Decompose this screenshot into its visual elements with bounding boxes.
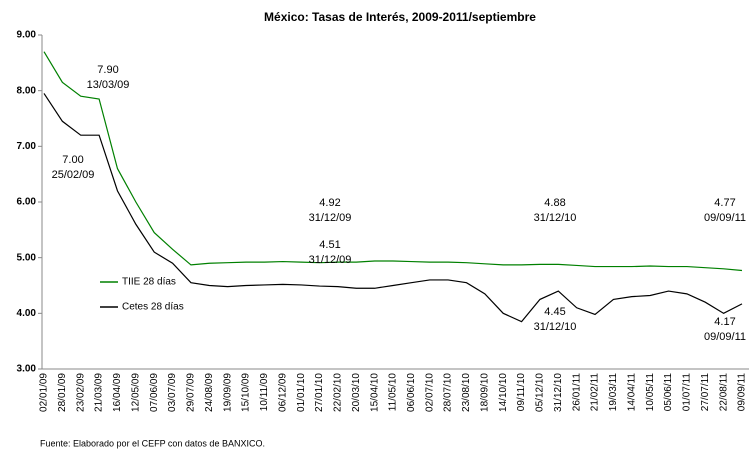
x-tick-label: 14/04/11 [626,373,637,412]
legend-label: TIIE 28 días [122,277,176,288]
x-tick-label: 09/11/10 [516,373,527,412]
y-tick-label: 4.00 [17,308,37,319]
x-tick-label: 19/09/09 [222,373,233,412]
x-tick-label: 21/02/11 [590,373,601,412]
x-tick-label: 15/10/09 [241,373,252,412]
x-tick-label: 26/01/11 [571,373,582,412]
y-tick-label: 6.00 [17,197,37,208]
x-tick-label: 22/02/10 [333,373,344,412]
x-tick-label: 28/07/10 [443,373,454,412]
x-tick-label: 27/07/11 [700,373,711,412]
x-tick-label: 16/04/09 [112,373,123,412]
x-tick-label: 20/03/10 [351,373,362,412]
x-tick-label: 05/12/10 [535,373,546,412]
x-tick-label: 22/08/11 [718,373,729,412]
annotation: 31/12/10 [534,321,577,333]
y-tick-label: 7.00 [17,141,37,152]
y-tick-label: 9.00 [17,30,37,41]
x-tick-label: 23/08/10 [461,373,472,412]
annotation: 13/03/09 [87,79,130,91]
annotation: 7.90 [97,64,118,76]
annotation: 25/02/09 [52,169,95,181]
series-line [43,51,743,272]
x-tick-label: 12/05/09 [130,373,141,412]
annotation: 4.92 [319,197,340,209]
x-tick-label: 10/11/09 [259,373,270,412]
x-tick-label: 10/05/11 [645,373,656,412]
annotation: 4.51 [319,239,340,251]
x-tick-label: 21/03/09 [94,373,105,412]
x-tick-label: 02/07/10 [424,373,435,412]
annotation: 31/12/10 [534,212,577,224]
x-tick-label: 11/05/10 [388,373,399,412]
x-tick-label: 23/02/09 [75,373,86,412]
annotation: 31/12/09 [309,212,352,224]
annotation: 4.77 [714,197,735,209]
y-tick-label: 3.00 [17,364,37,375]
series-line [43,93,743,323]
x-tick-label: 28/01/09 [57,373,68,412]
x-tick-label: 31/12/10 [553,373,564,412]
annotation: 4.88 [544,197,565,209]
x-tick-label: 05/06/11 [663,373,674,412]
annotation: 09/09/11 [704,331,746,343]
y-tick-label: 5.00 [17,252,37,263]
x-tick-label: 06/06/10 [406,373,417,412]
x-tick-label: 27/01/10 [314,373,325,412]
y-tick-label: 8.00 [17,85,37,96]
annotation: 4.45 [544,306,565,318]
annotation: 31/12/09 [309,254,352,266]
legend-label: Cetes 28 días [122,302,184,313]
x-tick-label: 19/03/11 [608,373,619,412]
x-tick-label: 29/07/09 [186,373,197,412]
x-tick-label: 02/01/09 [39,373,50,412]
x-tick-label: 06/12/09 [277,373,288,412]
annotation: 7.00 [62,154,83,166]
chart-title: México: Tasas de Interés, 2009-2011/sept… [264,10,536,24]
x-tick-label: 18/09/10 [479,373,490,412]
x-tick-label: 01/07/11 [682,373,693,412]
annotation: 09/09/11 [704,212,746,224]
x-tick-label: 03/07/09 [167,373,178,412]
x-tick-label: 15/04/10 [369,373,380,412]
x-tick-label: 07/06/09 [149,373,160,412]
x-tick-label: 24/08/09 [204,373,215,412]
x-tick-label: 14/10/10 [498,373,509,412]
source: Fuente: Elaborado por el CEFP con datos … [40,438,265,448]
x-tick-label: 01/01/10 [296,373,307,412]
x-tick-label: 09/09/11 [737,373,748,412]
annotation: 4.17 [714,316,735,328]
